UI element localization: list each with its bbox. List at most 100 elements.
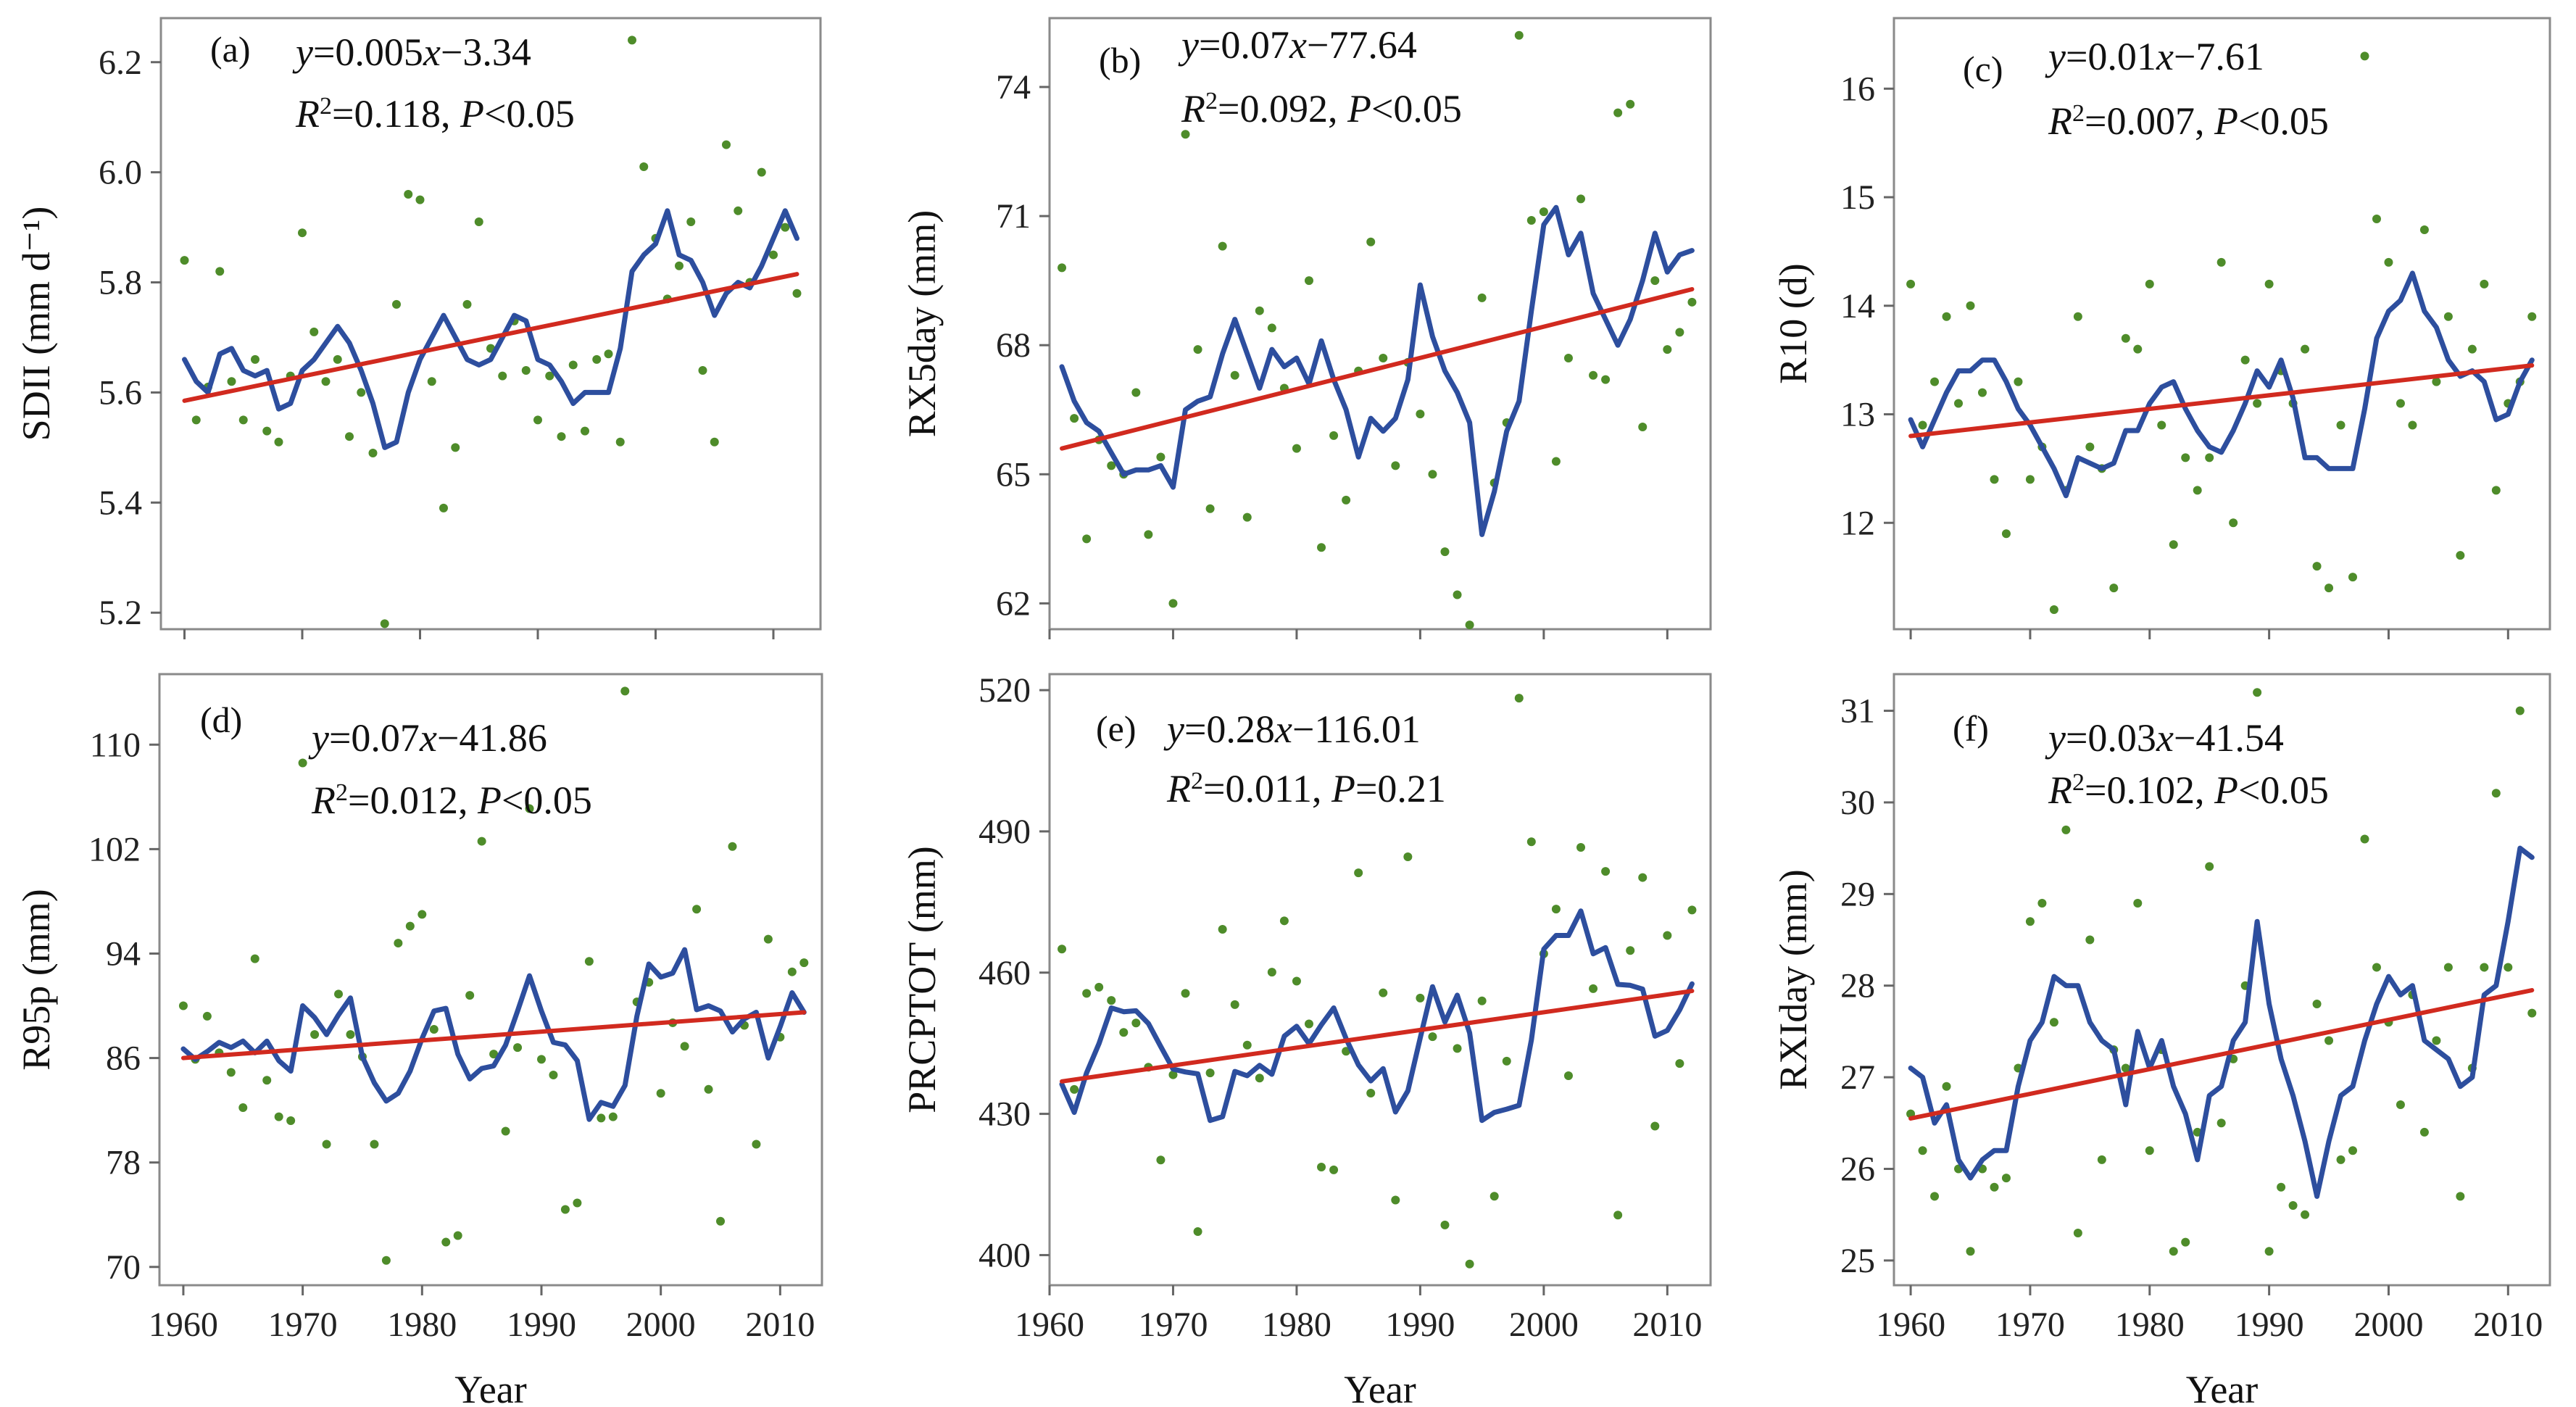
data-point	[451, 443, 460, 452]
data-point	[2372, 215, 2381, 224]
data-point	[1502, 1056, 1511, 1066]
data-point	[1942, 1082, 1951, 1091]
regression-stats-part: R	[1166, 767, 1191, 810]
data-point	[1058, 945, 1067, 954]
data-point	[1966, 1247, 1975, 1256]
x-tick-label: 1990	[507, 1306, 576, 1344]
data-point	[2169, 1247, 2178, 1256]
data-point	[680, 1042, 689, 1051]
data-point	[2336, 1155, 2346, 1164]
data-point	[604, 349, 613, 359]
data-point	[321, 377, 331, 386]
regression-equation-part: =0.005	[313, 30, 423, 74]
data-point	[1205, 1068, 1215, 1078]
data-point	[728, 842, 737, 851]
data-point	[1906, 279, 1916, 289]
data-point	[2336, 420, 2346, 430]
data-point	[191, 415, 201, 425]
data-point	[1428, 470, 1437, 479]
plot-data	[1906, 688, 2537, 1256]
data-point	[620, 686, 630, 696]
y-axis-label: PRCPTOT (mm)	[900, 846, 944, 1113]
regression-stats-part: P	[1347, 87, 1371, 130]
y-axis-label: RXIday (mm)	[1771, 869, 1815, 1090]
regression-stats-part: =0.012,	[348, 779, 478, 822]
data-point	[2396, 399, 2405, 408]
plot-data	[180, 36, 802, 628]
y-tick-label: 5.4	[99, 483, 142, 522]
plot-frame	[1048, 673, 1712, 1287]
data-point	[1267, 323, 1276, 333]
data-point	[1539, 207, 1548, 217]
data-point	[1255, 1074, 1264, 1083]
data-point	[1156, 452, 1166, 462]
data-point	[1990, 1182, 1999, 1192]
data-point	[310, 1030, 320, 1039]
data-point	[1918, 420, 1927, 430]
x-tick-label: 1990	[2235, 1306, 2304, 1344]
y-tick-label: 62	[996, 584, 1031, 623]
regression-equation-part: −116.01	[1292, 707, 1421, 751]
data-point	[2480, 279, 2489, 289]
regression-equation: y=0.005x−3.34	[292, 30, 531, 74]
data-point	[1366, 1089, 1376, 1098]
data-point	[346, 1030, 355, 1039]
x-tick-label: 2000	[1509, 1306, 1579, 1344]
y-tick-label: 14	[1840, 287, 1875, 325]
trend-line	[180, 1010, 807, 1061]
data-point	[1379, 988, 1388, 997]
data-point	[1428, 1032, 1437, 1042]
regression-stats: R2=0.007, P<0.05	[2048, 99, 2329, 143]
data-point	[1440, 547, 1450, 557]
x-axis-label: Year	[1344, 1368, 1416, 1407]
data-point	[1292, 976, 1301, 986]
data-point	[1379, 353, 1388, 362]
data-point	[734, 206, 743, 215]
regression-equation-part: =0.07	[329, 716, 420, 760]
data-point	[675, 261, 684, 270]
data-point	[2480, 963, 2489, 972]
data-point	[2049, 605, 2058, 615]
data-point	[2264, 279, 2274, 289]
regression-stats-part: R	[295, 92, 320, 136]
data-point	[1304, 276, 1313, 286]
y-tick-label: 30	[1840, 784, 1875, 822]
data-point	[1977, 388, 1987, 397]
y-axis-label: SDII (mm d⁻¹)	[14, 207, 58, 441]
data-point	[1354, 868, 1363, 878]
data-point	[1601, 375, 1611, 384]
data-point	[2121, 333, 2130, 343]
regression-equation: y=0.07x−77.64	[1178, 23, 1417, 67]
plot-frame	[158, 673, 823, 1287]
data-point	[1070, 1084, 1079, 1094]
data-point	[1181, 989, 1190, 998]
data-point	[178, 1001, 188, 1010]
data-point	[533, 415, 542, 425]
data-point	[2085, 442, 2095, 452]
data-point	[2456, 1192, 2465, 1201]
y-tick-label: 65	[996, 455, 1031, 494]
data-point	[286, 1116, 296, 1126]
data-point	[1230, 370, 1239, 380]
data-point	[1626, 99, 1635, 109]
data-point	[1563, 353, 1573, 362]
y-tick-label: 25	[1840, 1242, 1875, 1280]
plot-frame	[1048, 17, 1712, 631]
data-point	[1255, 306, 1264, 315]
data-point	[1626, 946, 1635, 955]
data-point	[1514, 694, 1524, 703]
regression-equation: y=0.01x−7.61	[2045, 35, 2264, 78]
regression-equation-part: x	[419, 716, 437, 760]
data-point	[1675, 1059, 1684, 1068]
data-point	[370, 1140, 379, 1149]
data-point	[2515, 706, 2525, 715]
data-point	[345, 432, 354, 441]
regression-equation-part: x	[2156, 716, 2174, 760]
data-point	[1930, 377, 1940, 386]
data-point	[380, 619, 389, 628]
smooth-line	[1908, 845, 2535, 1199]
x-tick-label: 1960	[1876, 1306, 1945, 1344]
regression-stats-part: R	[311, 779, 336, 822]
regression-stats-part: P	[2214, 768, 2238, 812]
data-point	[1329, 1165, 1339, 1174]
